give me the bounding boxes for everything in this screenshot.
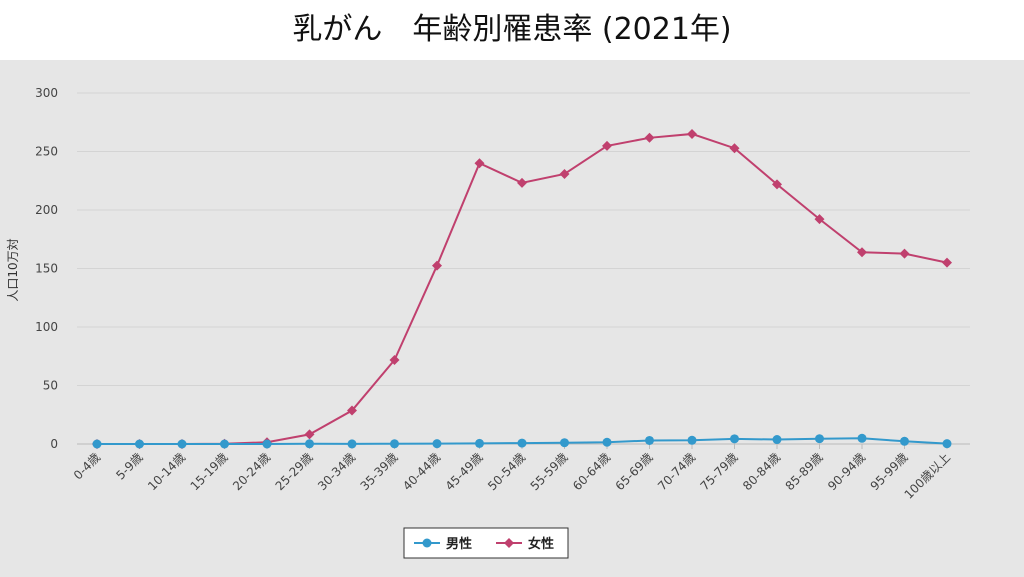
data-point[interactable] [559, 168, 570, 179]
data-point[interactable] [262, 439, 272, 449]
data-point[interactable] [730, 434, 739, 444]
x-tick-label: 100歳以上 [902, 450, 954, 502]
data-point[interactable] [942, 439, 952, 449]
x-tick-label: 90-94歳 [825, 450, 868, 493]
gridlines [77, 92, 970, 445]
x-tick-label: 55-59歳 [528, 450, 571, 493]
data-point[interactable] [135, 439, 144, 449]
y-tick-label: 250 [35, 145, 58, 159]
series-0 [92, 433, 952, 449]
data-point[interactable] [517, 438, 527, 448]
legend-marker [504, 538, 514, 548]
data-point[interactable] [304, 429, 315, 440]
data-point[interactable] [347, 405, 357, 416]
data-point[interactable] [389, 354, 400, 365]
x-tick-label: 40-44歳 [400, 450, 443, 493]
x-tick-label: 0-4歳 [71, 450, 103, 482]
data-point[interactable] [899, 248, 910, 259]
x-tick-label: 10-14歳 [145, 450, 188, 493]
x-axis-ticks: 0-4歳 5-9歳 10-14歳 15-19歳 20-24歳 25-29歳 30-34歳 35… [71, 444, 953, 502]
y-tick-label: 300 [35, 86, 58, 100]
x-tick-label: 50-54歳 [485, 450, 528, 493]
data-point[interactable] [942, 257, 952, 268]
y-tick-label: 50 [43, 379, 58, 393]
x-tick-label: 75-79歳 [698, 450, 741, 493]
x-tick-label: 35-39歳 [358, 450, 401, 493]
x-tick-label: 30-34歳 [315, 450, 358, 493]
series-lines [92, 128, 952, 449]
x-tick-label: 95-99歳 [868, 450, 911, 493]
data-point[interactable] [602, 437, 612, 447]
data-point[interactable] [432, 439, 442, 449]
x-tick-label: 15-19歳 [188, 450, 231, 493]
y-tick-label: 200 [35, 203, 58, 217]
legend-label[interactable]: 男性 [446, 536, 472, 552]
x-tick-label: 25-29歳 [273, 450, 316, 493]
data-point[interactable] [645, 435, 654, 445]
data-point[interactable] [857, 247, 867, 258]
data-point[interactable] [475, 438, 484, 448]
data-point[interactable] [92, 439, 102, 449]
data-point[interactable] [474, 158, 485, 169]
legend-marker [422, 538, 432, 548]
data-point[interactable] [305, 439, 314, 449]
y-axis-ticks: 0 50 100 150 200 250 300 [35, 86, 58, 451]
x-tick-label: 20-24歳 [230, 450, 273, 493]
data-point[interactable] [900, 436, 909, 446]
data-point[interactable] [815, 434, 824, 444]
data-point[interactable] [814, 214, 825, 225]
x-tick-label: 85-89歳 [783, 450, 826, 493]
data-point[interactable] [560, 438, 569, 448]
x-tick-label: 70-74歳 [655, 450, 698, 493]
data-point[interactable] [772, 179, 782, 190]
data-point[interactable] [857, 433, 867, 443]
series-1 [92, 128, 952, 449]
data-point[interactable] [432, 260, 442, 271]
data-point[interactable] [687, 435, 697, 445]
legend-label[interactable]: 女性 [528, 536, 554, 552]
data-point[interactable] [347, 439, 357, 449]
data-point[interactable] [390, 439, 399, 449]
y-axis-label: 人口10万対 [6, 238, 20, 301]
x-tick-label: 60-64歳 [570, 450, 613, 493]
data-point[interactable] [772, 435, 782, 445]
x-tick-label: 45-49歳 [443, 450, 486, 493]
data-point[interactable] [687, 128, 697, 139]
x-tick-label: 80-84歳 [740, 450, 783, 493]
legend[interactable]: 男性 女性 [403, 527, 569, 559]
y-tick-label: 100 [35, 320, 58, 334]
x-tick-label: 65-69歳 [613, 450, 656, 493]
data-point[interactable] [177, 439, 187, 449]
data-point[interactable] [517, 177, 527, 188]
y-tick-label: 0 [50, 437, 58, 451]
x-tick-label: 5-9歳 [113, 450, 145, 482]
data-point[interactable] [220, 439, 229, 449]
plot-background [0, 60, 1024, 577]
data-point[interactable] [644, 132, 655, 143]
y-tick-label: 150 [35, 262, 58, 276]
data-point[interactable] [729, 143, 740, 154]
chart-title: 乳がん 年齢別罹患率 (2021年) [292, 12, 732, 47]
data-point[interactable] [602, 140, 612, 151]
